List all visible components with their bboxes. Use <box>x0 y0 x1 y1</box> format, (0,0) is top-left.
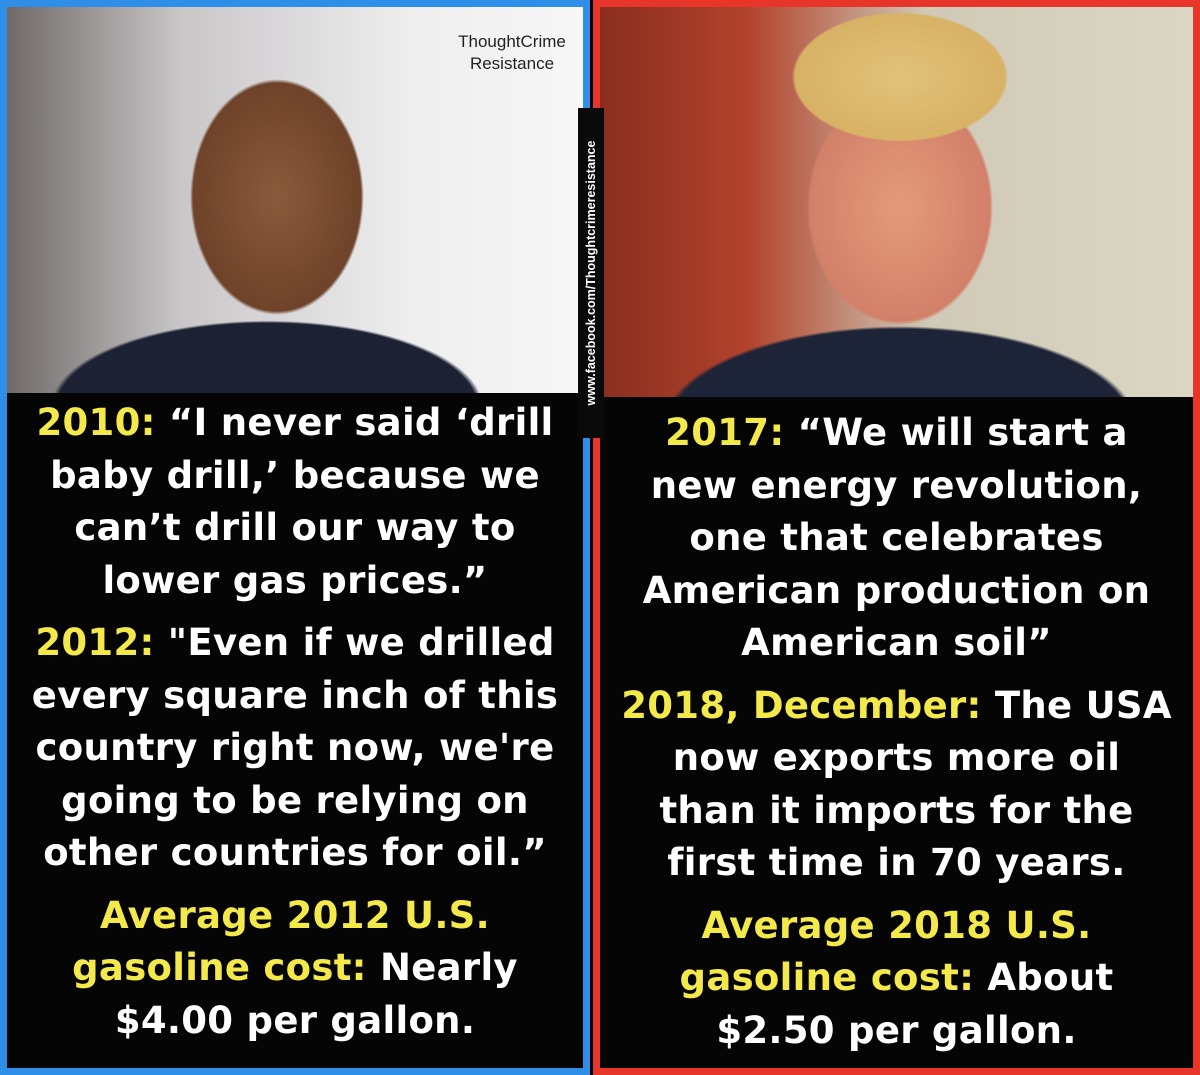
highlight-text: Average 2012 U.S. <box>100 893 490 937</box>
text-line: now exports more oil <box>600 732 1193 785</box>
top-watermark: ThoughtCrime Resistance <box>447 31 577 75</box>
highlight-text: gasoline cost: <box>679 956 988 999</box>
right-quote-text: 2017: “We will start a new energy revolut… <box>600 407 1193 1067</box>
left-quote-text: 2010: “I never said ‘drill baby drill,’ b… <box>7 397 583 1057</box>
body-text: new energy revolution, <box>650 463 1143 507</box>
body-text: every square inch of this <box>31 673 559 717</box>
body-text: going to be relying on <box>61 778 529 822</box>
right-text-block: Average 2018 U.S. gasoline cost: About $2.… <box>600 900 1193 1058</box>
body-text: other countries for oil.” <box>43 831 547 874</box>
text-line: 2017: “We will start a <box>600 407 1193 460</box>
text-line: $4.00 per gallon. <box>7 995 583 1048</box>
body-text: Nearly <box>379 946 518 989</box>
body-text: About <box>987 956 1114 999</box>
body-text: $4.00 per gallon. <box>114 998 476 1042</box>
highlight-text: 2012: <box>35 621 168 664</box>
highlight-text: Average 2018 U.S. <box>701 903 1092 947</box>
body-text: "Even if we drilled <box>167 621 555 664</box>
highlight-text: 2010: <box>36 401 169 444</box>
text-line: baby drill,’ because we <box>7 450 583 503</box>
body-text: can’t drill our way to <box>74 506 516 549</box>
left-text-block: Average 2012 U.S. gasoline cost: Nearly $4… <box>7 890 583 1048</box>
text-line: every square inch of this <box>7 670 583 723</box>
text-line: Average 2012 U.S. <box>7 890 583 943</box>
text-line: country right now, we're <box>7 722 583 775</box>
right-text-block: 2017: “We will start a new energy revolut… <box>600 407 1193 670</box>
body-text: first time in 70 years. <box>667 841 1126 884</box>
body-text: baby drill,’ because we <box>50 453 540 497</box>
body-text: $2.50 per gallon. <box>716 1008 1077 1052</box>
body-text: “I never said ‘drill <box>168 401 554 444</box>
side-watermark: www.facebook.com/Thoughtcrimeresistance <box>578 108 604 438</box>
body-text: country right now, we're <box>35 726 555 769</box>
text-line: first time in 70 years. <box>600 837 1193 890</box>
body-text: one that celebrates <box>689 516 1104 559</box>
body-text: American production on <box>642 568 1151 612</box>
text-line: can’t drill our way to <box>7 502 583 555</box>
highlight-text: 2017: <box>665 411 798 454</box>
text-line: $2.50 per gallon. <box>600 1005 1193 1058</box>
body-text: now exports more oil <box>672 736 1121 779</box>
body-text: American soil” <box>741 621 1052 664</box>
text-line: American production on <box>600 565 1193 618</box>
left-panel: ThoughtCrime Resistance 2010: “I never s… <box>0 0 590 1075</box>
text-line: one that celebrates <box>600 512 1193 565</box>
text-line: than it imports for the <box>600 785 1193 838</box>
watermark-line: Resistance <box>469 54 555 73</box>
right-portrait-photo <box>600 7 1193 397</box>
text-line: lower gas prices.” <box>7 555 583 608</box>
text-line: gasoline cost: Nearly <box>7 942 583 995</box>
left-portrait-photo <box>7 7 583 393</box>
right-text-block: 2018, December: The USA now exports more … <box>600 680 1193 890</box>
text-line: 2018, December: The USA <box>600 680 1193 733</box>
body-text: lower gas prices.” <box>102 558 488 602</box>
right-panel: 2017: “We will start a new energy revolut… <box>593 0 1200 1075</box>
left-text-block: 2012: "Even if we drilled every square in… <box>7 617 583 880</box>
text-line: going to be relying on <box>7 775 583 828</box>
side-watermark-text: www.facebook.com/Thoughtcrimeresistance <box>584 140 598 406</box>
highlight-text: 2018, December: <box>621 683 995 727</box>
text-line: 2012: "Even if we drilled <box>7 617 583 670</box>
watermark-line: ThoughtCrime <box>458 32 566 51</box>
body-text: The USA <box>994 683 1172 727</box>
left-text-block: 2010: “I never said ‘drill baby drill,’ b… <box>7 397 583 607</box>
highlight-text: gasoline cost: <box>72 946 380 989</box>
text-line: other countries for oil.” <box>7 827 583 880</box>
body-text: “We will start a <box>797 411 1128 454</box>
body-text: than it imports for the <box>659 788 1134 832</box>
text-line: gasoline cost: About <box>600 952 1193 1005</box>
text-line: new energy revolution, <box>600 460 1193 513</box>
text-line: 2010: “I never said ‘drill <box>7 397 583 450</box>
text-line: American soil” <box>600 617 1193 670</box>
text-line: Average 2018 U.S. <box>600 900 1193 953</box>
